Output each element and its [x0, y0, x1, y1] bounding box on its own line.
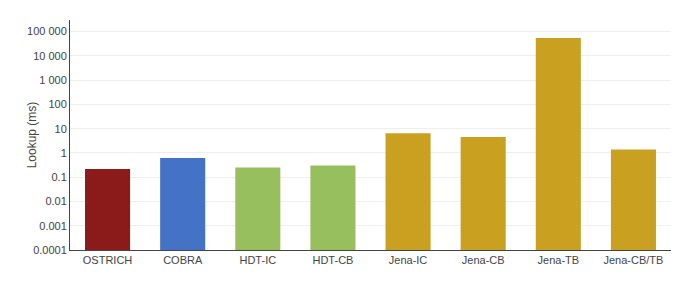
svg-text:Jena-CB/TB: Jena-CB/TB	[603, 254, 663, 266]
svg-text:COBRA: COBRA	[163, 254, 203, 266]
svg-text:10 000: 10 000	[33, 50, 67, 62]
svg-text:0.001: 0.001	[39, 220, 67, 232]
svg-text:HDT-IC: HDT-IC	[239, 254, 276, 266]
svg-text:100: 100	[48, 98, 66, 110]
svg-text:Jena-TB: Jena-TB	[538, 254, 580, 266]
svg-text:OSTRICH: OSTRICH	[83, 254, 133, 266]
svg-text:1: 1	[61, 147, 67, 159]
svg-text:Jena-CB: Jena-CB	[462, 254, 505, 266]
svg-text:10: 10	[55, 123, 67, 135]
svg-text:Lookup (ms): Lookup (ms)	[25, 102, 39, 169]
svg-text:0.0001: 0.0001	[33, 244, 67, 256]
svg-text:0.1: 0.1	[52, 171, 67, 183]
svg-text:Jena-IC: Jena-IC	[389, 254, 428, 266]
svg-text:1 000: 1 000	[39, 74, 67, 86]
svg-text:100 000: 100 000	[27, 25, 67, 37]
svg-text:0.01: 0.01	[45, 195, 66, 207]
svg-text:HDT-CB: HDT-CB	[312, 254, 353, 266]
